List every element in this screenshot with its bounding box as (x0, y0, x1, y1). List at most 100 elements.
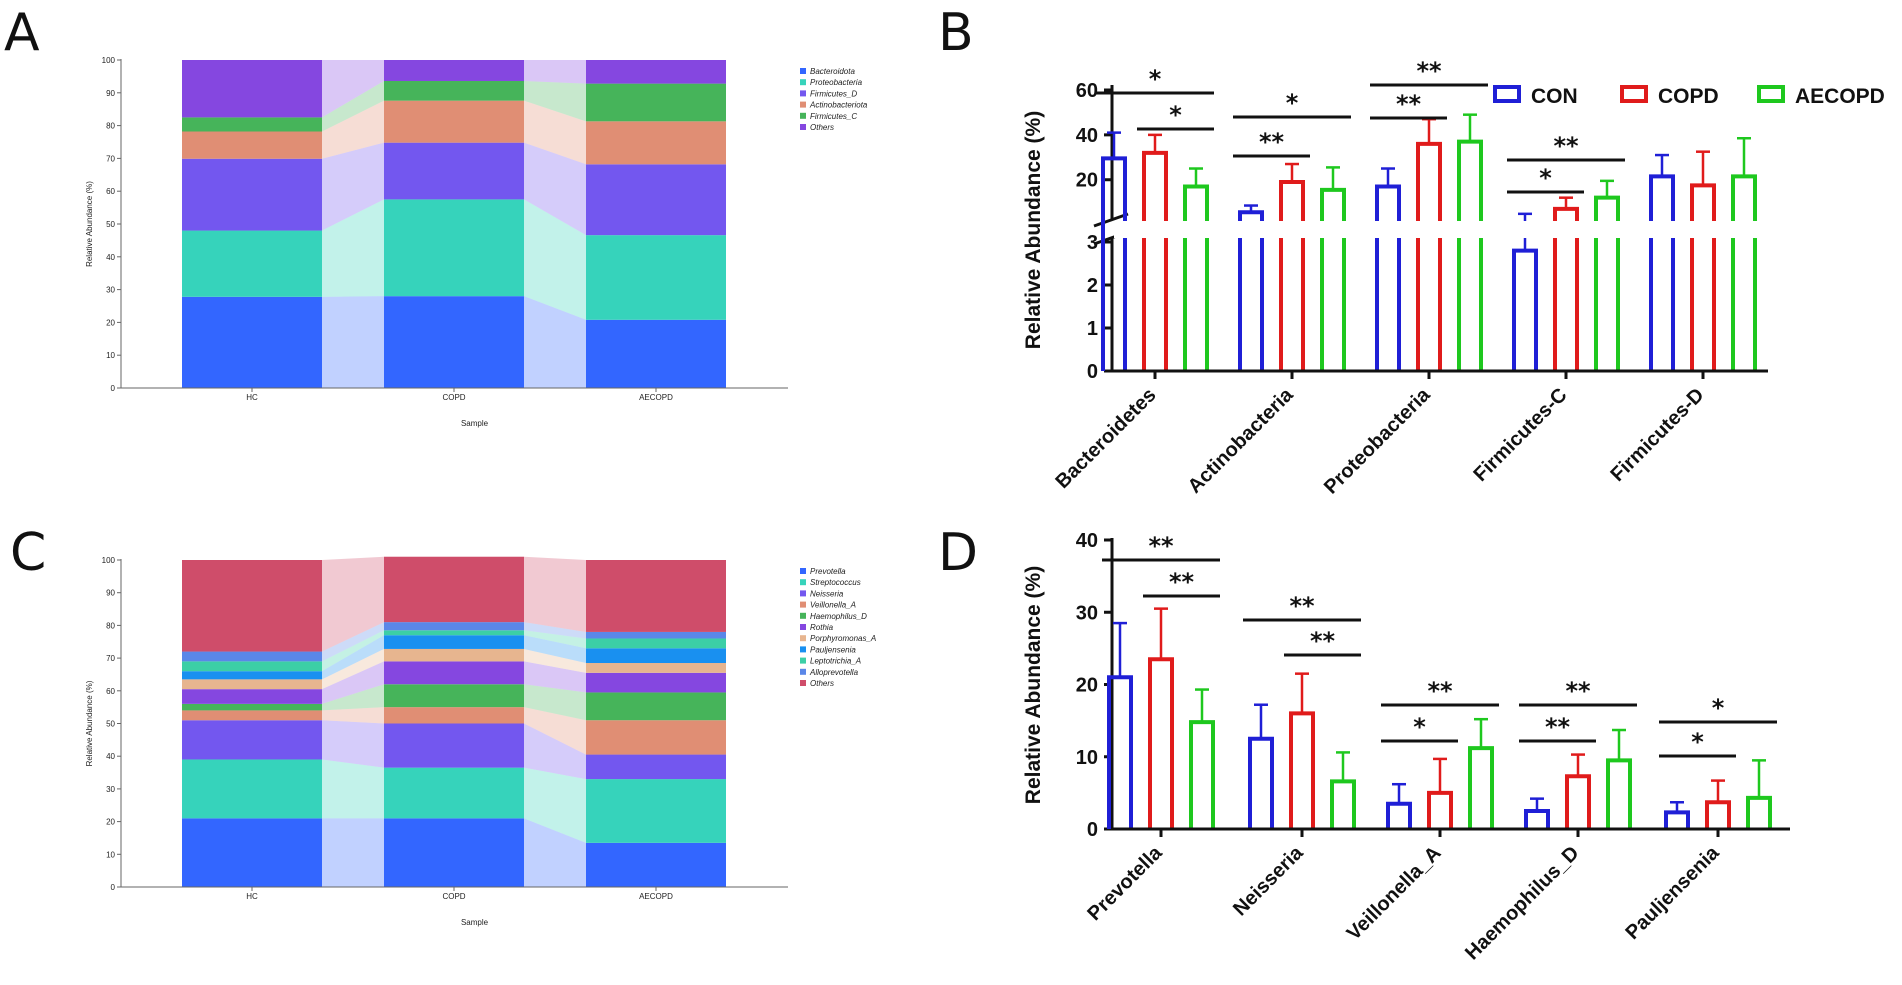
y-tick-label: 60 (106, 187, 115, 196)
y-tick-label: 1 (1087, 318, 1098, 340)
bar (1416, 141, 1442, 371)
significance-label: * (1712, 694, 1725, 722)
bar (1649, 174, 1675, 371)
bar (1524, 808, 1550, 829)
flow-band (524, 723, 586, 780)
bar (1375, 184, 1401, 371)
x-tick-label: HC (246, 393, 258, 402)
legend-swatch (800, 79, 806, 86)
panel-c-chart: 0 10 20 30 40 50 60 70 80 90 100 HC COPD AECOPD Sample… (85, 556, 876, 927)
bar-segment (182, 230, 322, 297)
x-tick-label: COPD (442, 892, 465, 901)
significance-label: ** (1289, 592, 1315, 620)
flow-band (524, 648, 586, 673)
bar-segment (384, 707, 524, 724)
bar-segment (586, 560, 726, 632)
significance-label: ** (1553, 132, 1579, 160)
legend-label: Porphyromonas_A (810, 634, 876, 643)
legend-label: Rothia (810, 623, 834, 632)
bar (1320, 187, 1346, 371)
y-tick-label: 3 (1087, 232, 1098, 254)
legend-swatch (800, 635, 806, 642)
y-tick-label: 40 (106, 752, 115, 761)
legend-swatch (800, 590, 806, 597)
legend-swatch (800, 657, 806, 664)
y-tick-label: 10 (1076, 747, 1098, 769)
bar (1457, 139, 1483, 371)
flow-band (322, 661, 384, 704)
bar-segment (384, 767, 524, 819)
y-tick-label: 0 (111, 883, 116, 892)
legend-label: Leptotrichia_A (810, 657, 861, 666)
bar (1386, 801, 1412, 829)
x-tick-label: Firmicutes-D (1607, 384, 1709, 486)
y-tick-label: 50 (106, 220, 115, 229)
x-axis-title: Sample (461, 918, 489, 927)
y-tick-label: 60 (106, 687, 115, 696)
bar-segment (182, 117, 322, 132)
legend-label: Bacteroidota (810, 67, 855, 76)
flow-band (322, 635, 384, 680)
y-axis-title: Relative Abundance (%) (85, 680, 94, 766)
y-tick-label: 0 (1087, 361, 1098, 383)
flow-band (524, 767, 586, 843)
flow-band (322, 556, 384, 652)
significance-label: * (1286, 89, 1299, 117)
legend-swatch (1493, 85, 1521, 103)
y-tick-label: 0 (1087, 819, 1098, 841)
bar-segment (182, 703, 322, 711)
bar (1238, 210, 1264, 371)
y-tick-label: 0 (111, 384, 116, 393)
legend-swatch (800, 112, 806, 119)
flow-band (524, 556, 586, 632)
bar (1731, 174, 1757, 371)
flow-band (322, 759, 384, 819)
legend-swatch (800, 90, 806, 97)
significance-label: ** (1310, 627, 1336, 655)
bar-segment (182, 710, 322, 721)
bar (1279, 179, 1305, 371)
significance-label: ** (1259, 128, 1285, 156)
flow-band (524, 707, 586, 755)
legend-label: Prevotella (810, 567, 846, 576)
significance-label: ** (1169, 568, 1195, 596)
bar (1606, 758, 1632, 829)
legend-swatch (800, 624, 806, 630)
bar (1142, 150, 1168, 371)
axis-break-gap (1114, 221, 1774, 238)
significance-label: ** (1545, 713, 1571, 741)
y-tick-label: 90 (106, 89, 115, 98)
bar-segment (182, 60, 322, 118)
y-tick-label: 60 (1076, 80, 1098, 102)
flow-band (524, 296, 586, 388)
bar (1664, 810, 1690, 829)
bar-segment (586, 235, 726, 320)
bar-segment (586, 672, 726, 693)
flow-band (524, 100, 586, 165)
significance-label: ** (1416, 57, 1442, 85)
y-tick-label: 70 (106, 154, 115, 163)
legend-label: Alloprevotella (809, 668, 859, 677)
y-tick-label: 100 (102, 556, 116, 565)
bar (1189, 720, 1215, 829)
y-tick-label: 30 (1076, 602, 1098, 624)
significance-label: ** (1396, 90, 1422, 118)
bar (1746, 795, 1772, 829)
legend-swatch (800, 668, 806, 675)
y-tick-label: 40 (1076, 125, 1098, 147)
bar (1289, 711, 1315, 829)
bar-segment (384, 199, 524, 297)
y-tick-label: 40 (106, 253, 115, 262)
significance-label: ** (1565, 677, 1591, 705)
panel-label-c: C (10, 523, 46, 583)
legend-label: Others (810, 123, 834, 132)
x-tick-label: Neisseria (1229, 841, 1308, 920)
flow-band (524, 80, 586, 122)
legend-swatch (800, 568, 806, 574)
bar-segment (586, 121, 726, 165)
legend-swatch (800, 579, 806, 586)
bar-segment (182, 759, 322, 819)
